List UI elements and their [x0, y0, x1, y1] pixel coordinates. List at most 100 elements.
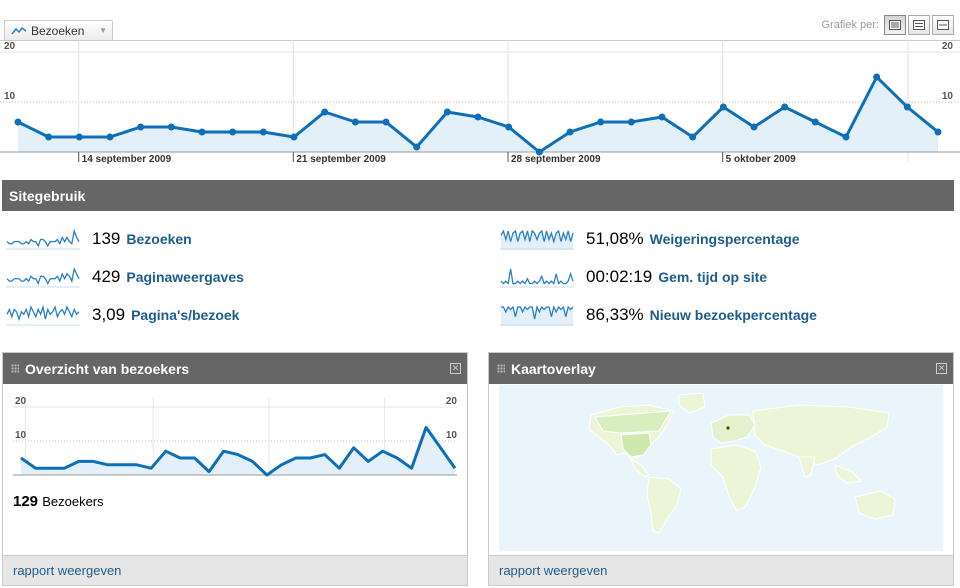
chart-point: [321, 108, 329, 116]
metric-link-avg-time[interactable]: Gem. tijd op site: [658, 269, 768, 285]
y-tick-label-right: 20: [942, 41, 954, 52]
widget-footer: rapport weergeven: [3, 555, 467, 585]
view-report-link[interactable]: rapport weergeven: [13, 563, 122, 578]
period-week-button[interactable]: [908, 15, 930, 35]
sparkline-avg-time: [500, 268, 574, 288]
visitors-area-fill: [21, 427, 455, 475]
map-asia: [752, 404, 890, 466]
sparkline-visits: [6, 228, 80, 250]
widget-title: Kaartoverlay: [511, 360, 596, 377]
visitors-line: [20, 425, 457, 477]
metric-value: 3,09: [92, 305, 126, 324]
map-canada: [594, 410, 672, 434]
drag-handle-icon[interactable]: [11, 364, 19, 373]
chart-point: [627, 118, 635, 126]
chart-per-label: Grafiek per:: [821, 19, 879, 31]
sparkline-line: [500, 229, 574, 245]
y-tick-label-left: 10: [4, 91, 16, 102]
site-usage-title: Sitegebruik: [9, 187, 86, 204]
site-usage-header: Sitegebruik: [2, 180, 954, 211]
widget-header: Kaartoverlay ✕: [489, 353, 953, 384]
y-tick-label-right: 20: [446, 396, 458, 407]
line-chart-icon: [11, 26, 27, 34]
sparkline-pages-per-visit: [6, 304, 80, 326]
map-overlay-widget: Kaartoverlay ✕ rapport weergeven: [488, 352, 954, 586]
chart-point: [719, 103, 727, 111]
chart-point: [290, 133, 298, 141]
metric-pageviews: 429 Paginaweergaves: [6, 265, 244, 289]
chart-point: [351, 118, 359, 126]
metric-value: 86,33%: [586, 305, 644, 324]
chart-point: [474, 113, 482, 121]
widget-header: Overzicht van bezoekers ✕: [3, 353, 467, 384]
map-greenland: [678, 392, 706, 414]
chart-point: [198, 128, 206, 136]
metric-link-pageviews[interactable]: Paginaweergaves: [126, 269, 244, 285]
metric-bounce-rate: 51,08% Weigeringspercentage: [500, 227, 800, 251]
sparkline-line: [501, 304, 574, 320]
map-india: [798, 456, 816, 478]
chart-point: [382, 118, 390, 126]
metric-value: 429: [92, 267, 121, 286]
metric-value: 00:02:19: [586, 267, 653, 286]
metric-visits: 139 Bezoeken: [6, 227, 192, 251]
chart-point: [658, 113, 666, 121]
chart-point: [75, 133, 83, 141]
metric-link-new-visits[interactable]: Nieuw bezoekpercentage: [649, 307, 817, 323]
period-day-button[interactable]: [884, 15, 906, 35]
period-month-button[interactable]: [932, 15, 954, 35]
map-central-america: [629, 457, 650, 478]
metric-selector-dropdown[interactable]: Bezoeken ▼: [4, 20, 113, 40]
chart-point: [873, 73, 881, 81]
chart-period-selector: Grafiek per:: [822, 14, 954, 36]
y-tick-label-left: 20: [4, 41, 16, 52]
widget-title: Overzicht van bezoekers: [25, 360, 190, 377]
chart-point: [842, 133, 850, 141]
sparkline-new-visits: [500, 304, 574, 326]
visitors-total-number: 129: [13, 493, 39, 510]
metric-new-visits: 86,33% Nieuw bezoekpercentage: [500, 303, 817, 327]
map-australia: [854, 490, 896, 520]
metric-value: 139: [92, 229, 121, 248]
chart-point: [229, 128, 237, 136]
chart-point: [106, 133, 114, 141]
world-map-graphic: [588, 392, 896, 534]
drag-handle-icon[interactable]: [497, 364, 505, 373]
metric-link-visits[interactable]: Bezoeken: [126, 231, 192, 247]
metric-value: 51,08%: [586, 229, 644, 248]
close-icon[interactable]: ✕: [450, 363, 461, 374]
metric-selector-label: Bezoeken: [31, 23, 85, 38]
chart-point: [689, 133, 697, 141]
metric-avg-time: 00:02:19 Gem. tijd op site: [500, 265, 767, 289]
chart-point: [903, 103, 911, 111]
day-view-icon: [889, 20, 901, 30]
y-tick-label-left: 20: [15, 396, 27, 407]
world-map[interactable]: [499, 385, 943, 551]
main-visits-chart: 20 20 10 10 14 september 2009 21 september 20…: [0, 40, 960, 170]
view-report-link[interactable]: rapport weergeven: [499, 563, 608, 578]
chart-point: [750, 123, 758, 131]
close-icon[interactable]: ✕: [936, 363, 947, 374]
sparkline-line: [6, 228, 80, 248]
chart-point: [811, 118, 819, 126]
sparkline-fill: [501, 307, 573, 326]
sparkline-line: [500, 268, 574, 285]
y-tick-label-right: 10: [446, 430, 458, 441]
widget-footer: rapport weergeven: [489, 555, 953, 585]
metric-link-bounce-rate[interactable]: Weigeringspercentage: [649, 231, 800, 247]
metric-link-pages-per-visit[interactable]: Pagina's/bezoek: [131, 307, 240, 323]
chart-point: [137, 123, 145, 131]
sparkline-bounce-rate: [500, 229, 574, 250]
chart-point: [535, 148, 543, 156]
week-view-icon: [913, 20, 925, 30]
x-tick-label: 21 september 2009: [296, 154, 386, 165]
y-tick-label-right: 10: [942, 91, 954, 102]
chart-point: [45, 133, 53, 141]
month-view-icon: [937, 20, 949, 30]
map-south-america: [646, 476, 682, 534]
map-europe: [710, 414, 756, 444]
map-southeast-asia: [834, 464, 863, 484]
chart-point: [566, 128, 574, 136]
visitors-mini-chart: 20 20 10 10: [13, 396, 458, 477]
chart-point: [413, 143, 421, 151]
